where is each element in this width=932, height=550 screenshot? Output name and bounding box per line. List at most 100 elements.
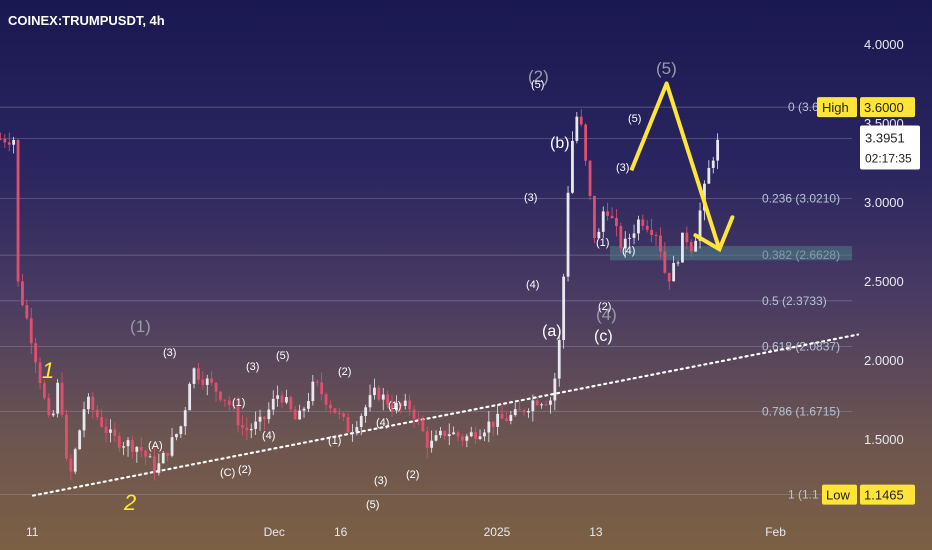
candle-body [126, 440, 130, 447]
candle-body [227, 400, 231, 405]
candle [461, 433, 464, 447]
candle [302, 406, 306, 418]
low-value-tag [860, 484, 915, 505]
candle [311, 375, 315, 406]
candle-body [593, 195, 596, 239]
candle-body [285, 397, 288, 403]
candle-body [663, 251, 667, 273]
candle-body [381, 394, 385, 400]
wave-label: (c) [594, 328, 613, 345]
candle [500, 403, 504, 419]
candle-body [144, 450, 148, 457]
candle [540, 402, 544, 409]
candle-body [487, 421, 491, 433]
candle-body [496, 413, 500, 427]
wave-label: (3) [246, 361, 259, 373]
candle-body [628, 237, 632, 239]
candle-body [311, 381, 315, 402]
candle-body [346, 416, 350, 433]
candle [421, 415, 425, 433]
candle [496, 404, 500, 436]
candle [342, 412, 346, 422]
candle [491, 421, 495, 437]
candle [135, 445, 139, 463]
candle-body [113, 429, 117, 437]
candle [381, 388, 385, 411]
candle [601, 206, 605, 238]
candle-body [518, 409, 522, 411]
candle [373, 378, 376, 400]
candle-body [632, 233, 636, 238]
candle [166, 452, 170, 462]
candle [399, 401, 403, 414]
candle-body [192, 368, 196, 384]
candle-body [694, 240, 698, 252]
candle-body [47, 398, 51, 416]
wave-label: (3) [374, 475, 387, 487]
candle-body [122, 446, 126, 448]
candle [60, 372, 64, 418]
candle-body [65, 414, 68, 459]
candle-body [249, 428, 253, 431]
candle-body [667, 272, 671, 282]
candle [452, 426, 456, 435]
candle [531, 394, 535, 422]
candle [443, 430, 447, 440]
wave-label: (b) [550, 135, 570, 152]
candle [3, 133, 7, 148]
time-tick: Feb [765, 525, 786, 539]
candle-body [95, 409, 99, 418]
candle [368, 384, 372, 412]
candle [478, 429, 482, 441]
candle-body [232, 404, 236, 407]
candle [289, 395, 293, 412]
candle [456, 430, 460, 442]
candle [505, 411, 508, 422]
wave-label: (2) [598, 301, 611, 313]
candle-body [73, 449, 77, 472]
candle-body [443, 430, 447, 437]
candle-body [60, 382, 64, 415]
candle [584, 123, 588, 166]
candle-body [491, 421, 495, 427]
wave-label: (5) [656, 59, 677, 78]
candle [258, 409, 262, 431]
candle-body [276, 395, 280, 399]
candle-body [236, 406, 240, 426]
candle-body [205, 378, 209, 385]
candle [408, 394, 412, 416]
candle [219, 391, 222, 402]
candle-body [148, 456, 152, 458]
candle [16, 139, 20, 287]
candle-body [100, 417, 104, 427]
candle-body [197, 368, 200, 380]
candle [87, 393, 90, 415]
candle-body [456, 432, 460, 437]
candle [465, 433, 469, 448]
candle [241, 415, 244, 436]
candle [518, 401, 522, 411]
candle [170, 427, 174, 458]
candle-body [219, 391, 222, 400]
wave-label: (4) [376, 417, 389, 429]
candle [223, 399, 227, 408]
candle-body [324, 394, 328, 405]
price-tick: 3.0000 [864, 195, 904, 210]
candle [293, 405, 297, 420]
wave-label: (3) [616, 162, 629, 174]
candle [104, 418, 108, 443]
candle-body [500, 413, 504, 419]
candle [483, 429, 486, 442]
current-price-tag [860, 125, 920, 170]
candle-body [298, 410, 302, 420]
candle [619, 222, 623, 253]
candle-body [104, 426, 108, 433]
candle [544, 400, 548, 406]
candle-body [557, 339, 561, 379]
candle [201, 371, 205, 390]
candle [628, 233, 632, 248]
candle [645, 220, 649, 233]
candle-body [417, 418, 420, 420]
